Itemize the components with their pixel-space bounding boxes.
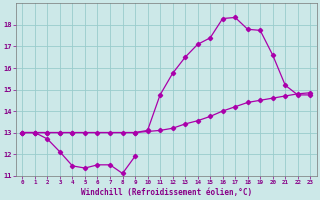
X-axis label: Windchill (Refroidissement éolien,°C): Windchill (Refroidissement éolien,°C) (81, 188, 252, 197)
